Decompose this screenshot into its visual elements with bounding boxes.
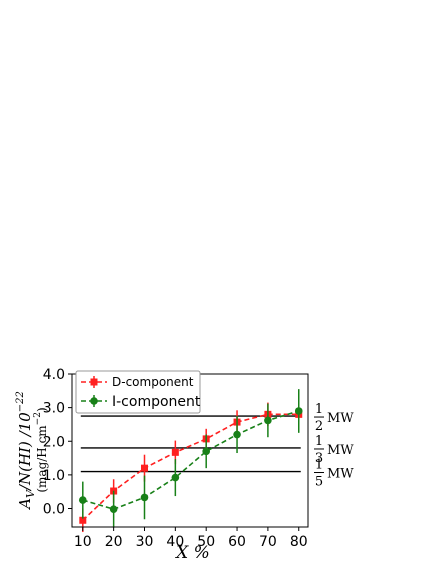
series-line bbox=[82, 413, 299, 521]
y-tick-label: 3.0 bbox=[43, 401, 65, 417]
legend-swatch-marker bbox=[90, 397, 98, 405]
data-point bbox=[171, 473, 180, 482]
data-point bbox=[171, 448, 179, 456]
y-axis-label-main: AV/N(HI) /10−22 bbox=[15, 391, 37, 511]
legend: D-component I-component bbox=[75, 370, 201, 414]
x-tick-label: 60 bbox=[228, 534, 246, 550]
legend-label: D-component bbox=[112, 375, 194, 389]
reference-fraction-numerator: 1 bbox=[315, 402, 323, 417]
data-point bbox=[78, 496, 87, 504]
series-line bbox=[82, 410, 299, 511]
axes-layer: 10 20 30 40 50 60 70 80 0.0 1.0 2.0 3.0 4.0 bbox=[43, 367, 308, 550]
reference-fraction-denominator: 2 bbox=[315, 419, 323, 434]
y-tick-label: 1.0 bbox=[43, 468, 65, 484]
reference-line-label: MW bbox=[327, 467, 354, 482]
reference-line-label: MW bbox=[327, 443, 354, 458]
y-axis-label-units: (mag/H cm−2) bbox=[33, 407, 49, 492]
x-tick-label: 40 bbox=[166, 534, 184, 550]
reference-line-label: MW bbox=[327, 411, 354, 426]
data-point bbox=[79, 516, 87, 524]
x-tick-label: 30 bbox=[136, 534, 154, 550]
x-tick-label: 20 bbox=[105, 534, 123, 550]
x-tick-label: 50 bbox=[197, 534, 215, 550]
x-tick-label: 70 bbox=[259, 534, 277, 550]
x-axis-label: X % bbox=[174, 543, 210, 563]
reference-fraction-denominator: 5 bbox=[315, 475, 323, 490]
axis-labels: X % AV/N(HI) /10−22 (mag/H cm−2) bbox=[15, 391, 210, 563]
data-point bbox=[140, 464, 148, 472]
reference-fraction-denominator: 3 bbox=[315, 451, 323, 466]
data-point bbox=[264, 416, 272, 425]
legend-label: I-component bbox=[112, 394, 201, 410]
y-tick-label: 2.0 bbox=[43, 434, 65, 450]
reference-fraction-numerator: 1 bbox=[315, 434, 323, 449]
data-point bbox=[109, 505, 118, 513]
y-tick-label: 0.0 bbox=[43, 502, 65, 518]
x-tick-label: 10 bbox=[74, 534, 92, 550]
y-axis-label: AV/N(HI) /10−22 (mag/H cm−2) bbox=[15, 391, 49, 511]
series-i-component bbox=[78, 389, 303, 528]
legend-swatch-marker bbox=[90, 378, 98, 386]
reference-fraction-numerator: 1 bbox=[315, 458, 323, 473]
data-point bbox=[202, 447, 210, 456]
data-point bbox=[233, 430, 241, 439]
y-tick-label: 4.0 bbox=[43, 367, 65, 383]
x-tick-label: 80 bbox=[290, 534, 308, 550]
data-point bbox=[140, 493, 149, 502]
data-point bbox=[294, 407, 303, 415]
